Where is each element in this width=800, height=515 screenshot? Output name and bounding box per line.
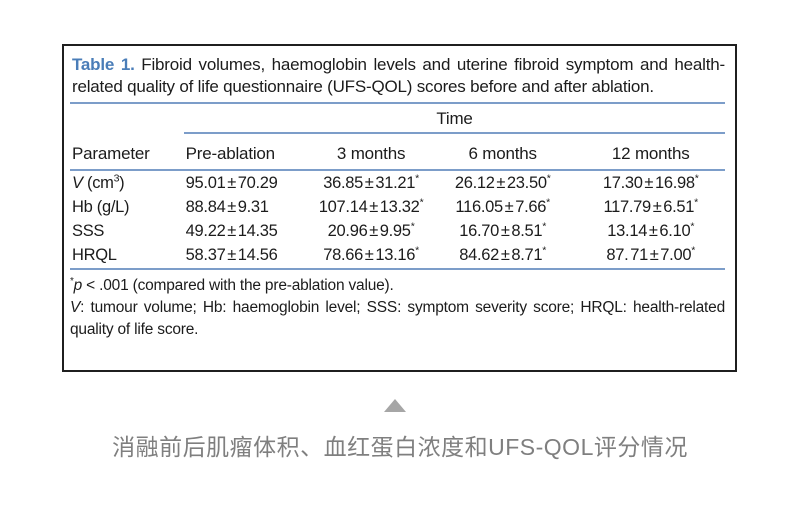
cell-value: 95.01 ± 70.29 <box>185 174 278 192</box>
cell-value: 78.66 ± 13.16* <box>323 244 419 264</box>
column-header-row: Parameter Pre-ablation 3 months 6 months… <box>70 134 725 169</box>
cell-value: 117.79 ± 6.51* <box>603 196 698 216</box>
table-row-sss: SSS 49.22 ± 14.35 20.96 ± 9.95* 16.70 ± … <box>70 219 725 243</box>
cell-value: 26.12 ± 23.50* <box>454 172 551 192</box>
cell-value: 20.96 ± 9.95* <box>327 220 415 240</box>
cell-value: 116.05 ± 7.66* <box>455 196 550 216</box>
time-header-label: Time <box>436 109 473 128</box>
table-row-haemoglobin: Hb (g/L) 88.84 ± 9.31 107.14 ± 13.32* 11… <box>70 195 725 219</box>
cell-value: 49.22 ± 14.35 <box>185 222 278 240</box>
column-header-6-months: 6 months <box>468 144 538 163</box>
cell-value: 17.30 ± 16.98* <box>602 172 699 192</box>
table-title: Table 1. Fibroid volumes, haemoglobin le… <box>72 54 725 98</box>
row-param-label: HRQL <box>72 246 117 264</box>
footnote-abbreviations: V: tumour volume; Hb: haemoglobin level;… <box>70 299 725 338</box>
header-rule <box>70 169 725 171</box>
table-label: Table 1. <box>72 55 135 74</box>
column-header-12-months: 12 months <box>611 144 690 163</box>
time-header-spacer <box>70 104 184 134</box>
up-triangle-icon[interactable] <box>384 399 406 412</box>
cell-value: 88.84 ± 9.31 <box>185 198 269 216</box>
cell-value: 87. 71 ± 7.00* <box>606 244 696 264</box>
row-param-label: SSS <box>72 222 105 240</box>
cell-value: 16.70 ± 8.51* <box>459 220 547 240</box>
cell-value: 58.37 ± 14.56 <box>185 246 278 264</box>
bottom-rule <box>70 268 725 270</box>
column-header-parameter: Parameter <box>72 144 150 163</box>
row-param-label: Hb (g/L) <box>72 198 130 216</box>
table-1-panel: Table 1. Fibroid volumes, haemoglobin le… <box>62 44 737 372</box>
column-header-pre-ablation: Pre-ablation <box>185 144 275 163</box>
cell-value: 13.14 ± 6.10* <box>607 220 695 240</box>
time-rule <box>184 132 725 134</box>
column-header-3-months: 3 months <box>336 144 406 163</box>
time-header-span: Time <box>184 104 725 134</box>
table-footnotes: *p < .001 (compared with the pre-ablatio… <box>70 275 725 341</box>
figure-caption: 消融前后肌瘤体积、血红蛋白浓度和UFS-QOL评分情况 <box>112 434 688 460</box>
table-title-text: Fibroid volumes, haemoglobin levels and … <box>72 55 725 96</box>
table-row-volume: V (cm3) 95.01 ± 70.29 36.85 ± 31.21* 26.… <box>70 171 725 195</box>
time-header-row: Time <box>70 104 725 134</box>
title-rule <box>70 102 725 104</box>
cell-value: 107.14 ± 13.32* <box>318 196 424 216</box>
cell-value: 84.62 ± 8.71* <box>459 244 547 264</box>
footnote-significance: *p < .001 (compared with the pre-ablatio… <box>70 275 394 294</box>
cell-value: 36.85 ± 31.21* <box>323 172 419 192</box>
row-param-label: V (cm3) <box>72 172 125 192</box>
table-row-hrql: HRQL 58.37 ± 14.56 78.66 ± 13.16* 84.62 … <box>70 243 725 267</box>
